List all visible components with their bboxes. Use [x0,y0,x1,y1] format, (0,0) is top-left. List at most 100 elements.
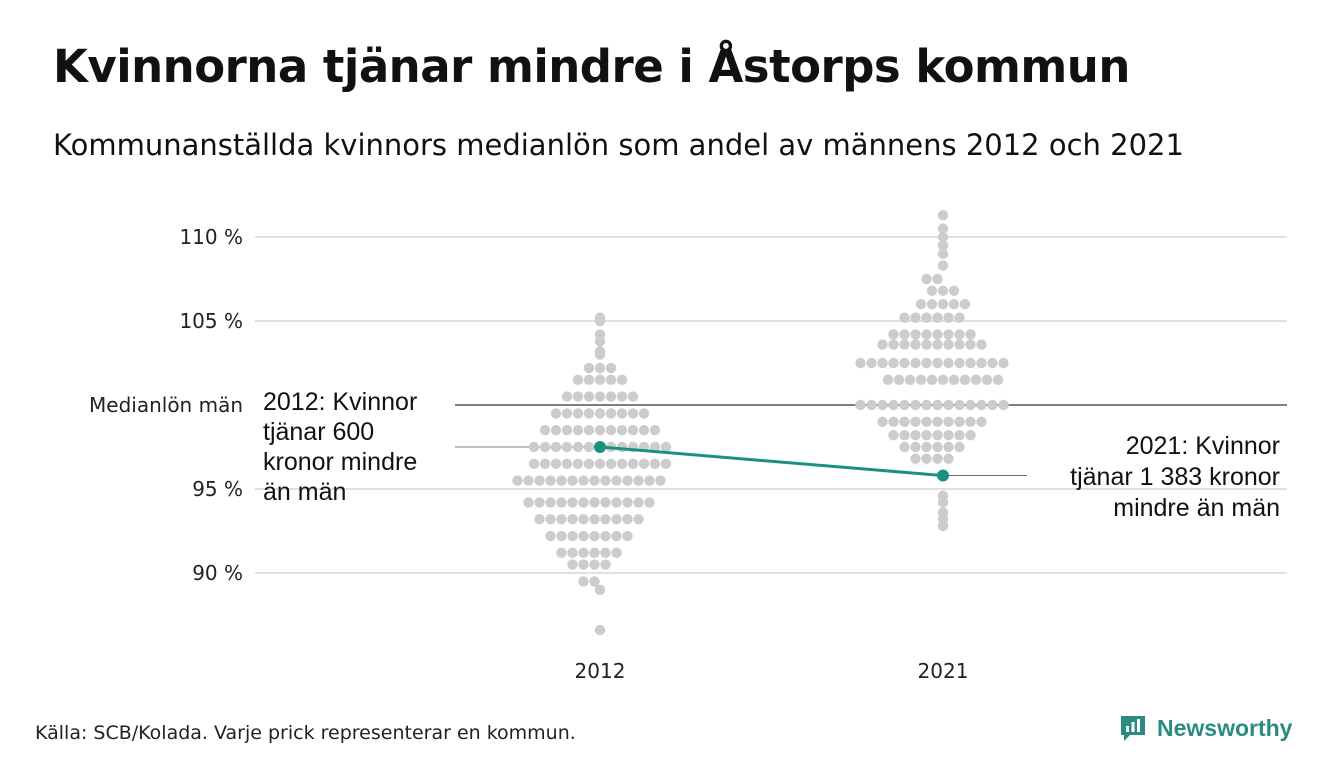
beeswarm-dot [578,497,589,508]
beeswarm-dot [534,475,545,486]
beeswarm-dot [888,357,899,369]
beeswarm-dot [616,408,628,419]
beeswarm-dot [932,441,943,453]
beeswarm-dot [921,430,932,441]
beeswarm-dot [855,357,866,369]
beeswarm-dot [605,458,617,469]
beeswarm-dot [877,399,888,411]
beeswarm-dot [594,329,606,340]
y-tick-label: 105 % [179,309,243,333]
gridlines [255,236,1287,574]
beeswarm-dot [600,559,611,570]
x-tick-label: 2021 [918,659,969,683]
beeswarm-dot [943,339,954,350]
beeswarm-dot [649,441,661,453]
beeswarm-dot [965,357,976,369]
beeswarm-dot [534,497,545,508]
beeswarm-dot [594,312,606,323]
beeswarm-dot [561,391,573,402]
beeswarm-dot [627,391,639,402]
beeswarm-dot [594,374,606,385]
beeswarm-dot [660,441,672,453]
beeswarm-dot [572,408,584,419]
beeswarm-dot [545,530,556,542]
beeswarm-dot [910,430,921,441]
beeswarm-dot [567,547,578,559]
beeswarm-dot [655,475,666,486]
beeswarm-dot [605,425,617,436]
beeswarm-dot [910,339,921,350]
beeswarm-dot [943,357,954,369]
beeswarm-dot [594,584,606,595]
beeswarm-dot [910,312,921,323]
beeswarm-dot [981,374,993,385]
beeswarm-dot [512,475,523,486]
beeswarm-dot [937,248,949,259]
beeswarm-dot [899,339,910,350]
beeswarm-dot [937,223,949,234]
beeswarm-dot [965,416,976,427]
beeswarm-dot [638,425,650,436]
beeswarm-dot [600,547,611,559]
beeswarm-dot [948,299,960,310]
beeswarm-dot [932,453,943,464]
beeswarm-dot [589,475,600,486]
beeswarm-dot [578,530,589,542]
bar-chart-logo-icon [1121,716,1145,741]
beeswarm-dot [921,312,932,323]
beeswarm-dot [611,514,622,525]
page-title: Kvinnorna tjänar mindre i Åstorps kommun [53,40,1130,93]
beeswarm-dot [600,475,611,486]
beeswarm-dot [899,430,910,441]
beeswarm-dot [899,399,910,411]
beeswarm-dot [539,441,551,453]
beeswarm-dot [660,458,672,469]
beeswarm-dot [921,399,932,411]
brand-logo: Newsworthy [1118,713,1292,743]
beeswarm-dot [888,416,899,427]
beeswarm-dot [943,312,954,323]
beeswarm-dot [556,530,567,542]
beeswarm-dot [583,391,595,402]
beeswarm-dot [937,374,949,385]
beeswarm-dot [556,547,567,559]
beeswarm-dot [561,425,573,436]
beeswarm-dot [976,416,987,427]
beeswarm-dot [954,416,965,427]
beeswarm-dot [910,329,921,340]
beeswarm-dot [600,497,611,508]
beeswarm-dot [556,514,567,525]
annotation-2021-line: mindre än män [1113,494,1280,522]
beeswarm-dot [605,374,617,385]
beeswarm-dot [550,458,562,469]
beeswarm-dot [910,399,921,411]
brand-name: Newsworthy [1157,714,1293,741]
beeswarm-dot [572,425,584,436]
beeswarm-dot [866,399,877,411]
beeswarm-dot [959,299,971,310]
beeswarm-dot [550,441,562,453]
beeswarm-dot [594,346,606,357]
beeswarm-dot [611,497,622,508]
beeswarm-dot [594,458,606,469]
beeswarm-dot [583,408,595,419]
beeswarm-dot [583,362,595,374]
beeswarm-dot [567,514,578,525]
beeswarm-dot [589,547,600,559]
beeswarm-dot [926,285,938,296]
beeswarm-dot [572,374,584,385]
beeswarm-dot [877,339,888,350]
beeswarm-dot [572,441,584,453]
beeswarm-dot [589,530,600,542]
beeswarm-dot [910,441,921,453]
beeswarm-dot [589,576,600,587]
beeswarm-dot [578,576,589,587]
beeswarm-dot [965,329,976,340]
beeswarm-dot [932,312,943,323]
beeswarm-dot [915,299,927,310]
beeswarm-dot [523,497,534,508]
beeswarm-dot [882,374,894,385]
beeswarm-dot [937,260,949,271]
beeswarm-dot [633,514,644,525]
